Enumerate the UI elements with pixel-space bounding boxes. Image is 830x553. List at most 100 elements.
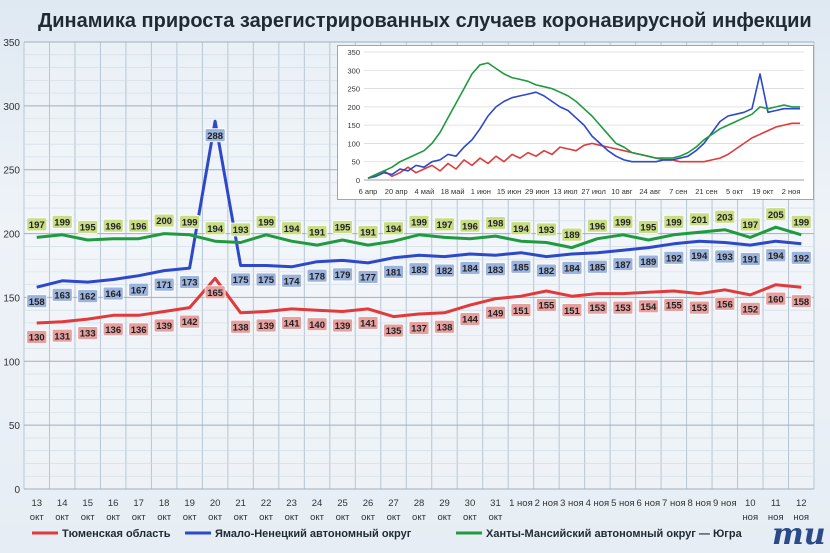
x-tick-label-day: 8 ноя xyxy=(688,498,712,509)
data-label: 187 xyxy=(615,260,631,271)
data-label-bg xyxy=(26,217,48,232)
x-tick-label-day: 19 xyxy=(184,498,195,509)
data-label-bg xyxy=(306,317,328,332)
data-label: 198 xyxy=(488,219,504,230)
data-label: 184 xyxy=(462,264,479,275)
inset-x-tick-label: 21 сен xyxy=(695,187,718,196)
data-label-bg xyxy=(230,222,252,237)
data-label-bg xyxy=(637,299,659,314)
data-label: 175 xyxy=(258,275,275,286)
x-tick-label-month: окт xyxy=(132,512,147,523)
data-label: 181 xyxy=(386,267,403,278)
x-tick-label-month: окт xyxy=(387,512,402,523)
x-tick-label-day: 6 ноя xyxy=(637,498,661,509)
x-tick-label-day: 9 ноя xyxy=(713,498,737,509)
x-tick-label-month: окт xyxy=(285,512,300,523)
data-label: 151 xyxy=(513,306,530,317)
data-label: 199 xyxy=(615,217,631,228)
inset-y-tick-label: 100 xyxy=(347,139,360,148)
data-label: 155 xyxy=(538,301,555,312)
data-label: 165 xyxy=(207,288,224,299)
data-label-bg xyxy=(128,218,150,233)
data-label: 193 xyxy=(717,252,733,263)
data-label-bg xyxy=(688,248,710,263)
x-tick-label-day: 7 ноя xyxy=(662,498,686,509)
data-label: 158 xyxy=(29,297,45,308)
data-label-bg xyxy=(332,318,353,333)
data-label: 193 xyxy=(233,225,249,236)
data-label-bg xyxy=(739,252,761,266)
data-label-bg xyxy=(510,259,532,274)
data-label-bg xyxy=(510,221,532,236)
data-label: 197 xyxy=(29,220,45,231)
data-label-bg xyxy=(306,268,328,283)
data-label: 194 xyxy=(386,224,403,235)
data-label: 153 xyxy=(691,303,707,314)
data-label: 160 xyxy=(768,294,784,305)
data-label-bg xyxy=(510,303,532,318)
data-label-bg xyxy=(179,314,201,329)
data-label: 155 xyxy=(666,301,683,312)
x-tick-label-month: окт xyxy=(106,512,121,523)
x-tick-label-day: 22 xyxy=(261,498,272,509)
x-tick-label-day: 14 xyxy=(57,498,68,509)
x-tick-label-day: 26 xyxy=(363,498,374,509)
data-label: 199 xyxy=(182,217,198,228)
inset-x-tick-label: 24 авг xyxy=(639,187,661,196)
data-label-bg xyxy=(383,323,404,338)
inset-y-tick-label: 0 xyxy=(356,176,360,185)
data-label-bg xyxy=(204,285,226,300)
data-label-bg xyxy=(459,312,481,326)
data-label-bg xyxy=(459,261,481,275)
data-label-bg xyxy=(434,319,455,334)
data-label-bg xyxy=(383,264,404,279)
inset-x-tick-label: 5 окт xyxy=(726,187,744,196)
y-tick-label: 50 xyxy=(9,421,21,432)
x-tick-label-month: ноя xyxy=(742,512,758,523)
data-label: 153 xyxy=(615,303,631,314)
inset-x-tick-label: 6 апр xyxy=(359,187,378,196)
data-label-bg xyxy=(332,220,353,234)
data-label-bg xyxy=(586,259,608,274)
inset-x-tick-label: 1 июн xyxy=(471,187,491,196)
data-label-bg xyxy=(51,328,73,343)
x-tick-label-month: ноя xyxy=(768,512,784,523)
x-tick-label-day: 24 xyxy=(312,498,323,509)
data-label: 191 xyxy=(360,228,377,239)
inset-x-tick-label: 13 июл xyxy=(553,187,577,196)
data-label-bg xyxy=(790,294,812,309)
data-label-bg xyxy=(434,217,455,232)
x-tick-label-month: окт xyxy=(183,512,198,523)
series-line xyxy=(36,276,802,325)
data-label-bg xyxy=(688,300,710,315)
data-label: 205 xyxy=(768,210,785,221)
data-label-bg xyxy=(485,262,506,277)
data-label: 196 xyxy=(105,221,121,232)
data-label: 195 xyxy=(335,223,352,234)
x-tick-label-day: 20 xyxy=(210,498,221,509)
data-label-bg xyxy=(230,319,252,334)
data-label-bg xyxy=(383,221,404,236)
data-label: 197 xyxy=(437,220,453,231)
data-label-bg xyxy=(204,221,226,236)
x-tick-label-day: 30 xyxy=(465,498,476,509)
data-label-bg xyxy=(128,282,150,297)
x-tick-label-day: 28 xyxy=(414,498,425,509)
data-label-bg xyxy=(77,220,99,234)
x-tick-label-month: окт xyxy=(259,512,274,523)
data-label: 153 xyxy=(589,303,605,314)
x-tick-label-month: окт xyxy=(438,512,453,523)
data-label: 199 xyxy=(258,217,274,228)
data-label-bg xyxy=(408,321,430,335)
data-label: 199 xyxy=(793,217,809,228)
data-label: 152 xyxy=(742,304,758,315)
data-label: 140 xyxy=(309,320,325,331)
data-label-bg xyxy=(255,318,277,333)
inset-y-tick-label: 50 xyxy=(352,158,360,167)
data-label: 185 xyxy=(589,262,606,273)
x-tick-label-month: окт xyxy=(488,512,503,523)
data-label: 175 xyxy=(233,275,250,286)
data-label: 136 xyxy=(131,325,147,336)
x-tick-label-month: окт xyxy=(208,512,223,523)
data-label: 149 xyxy=(488,308,504,319)
